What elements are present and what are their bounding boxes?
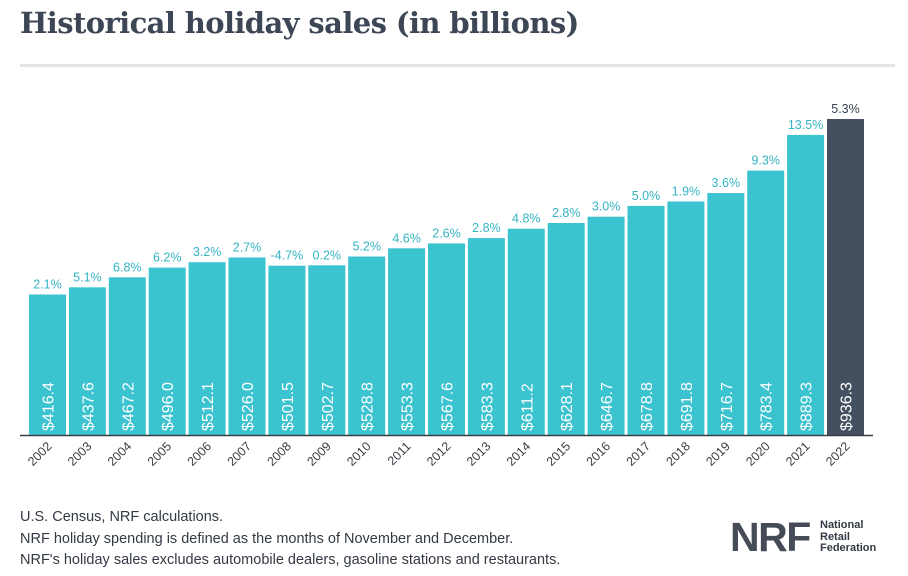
- x-tick-label: 2008: [264, 439, 294, 469]
- growth-label: 5.0%: [632, 189, 661, 203]
- bar-chart: 2.1% $416.4 2002 5.1% $437.6 2003 6.8% $467.2 20…: [20, 102, 873, 469]
- growth-label: 4.8%: [512, 212, 541, 226]
- value-label: $501.5: [280, 382, 297, 431]
- growth-label: 2.8%: [552, 206, 581, 220]
- bar: [228, 257, 266, 435]
- bar: [467, 238, 505, 435]
- x-tick-label: 2022: [823, 439, 853, 469]
- growth-label: 9.3%: [751, 154, 780, 168]
- value-label: $502.7: [320, 382, 337, 431]
- x-tick-label: 2002: [25, 439, 55, 469]
- growth-label: 3.0%: [592, 200, 621, 214]
- x-tick-label: 2007: [225, 439, 255, 469]
- growth-label: 3.6%: [712, 176, 741, 190]
- x-tick-label: 2012: [424, 439, 454, 469]
- bar: [787, 134, 825, 435]
- value-label: $553.3: [400, 382, 417, 431]
- footnotes: U.S. Census, NRF calculations. NRF holid…: [20, 507, 560, 572]
- chart-title: Historical holiday sales (in billions): [20, 6, 579, 40]
- bar: [268, 265, 306, 435]
- bar: [188, 262, 226, 435]
- growth-label: 5.1%: [73, 270, 102, 284]
- growth-label: 5.2%: [352, 240, 381, 254]
- x-tick-label: 2004: [105, 439, 135, 469]
- nrf-logo-name: National Retail Federation: [820, 519, 877, 555]
- value-label: $936.3: [839, 382, 856, 431]
- growth-label: 4.6%: [392, 231, 421, 245]
- growth-label: 5.3%: [831, 102, 860, 116]
- nrf-logo-mark: NRF: [730, 514, 811, 560]
- growth-label: 2.8%: [472, 221, 501, 235]
- x-tick-label: 2020: [743, 439, 773, 469]
- bar: [547, 223, 585, 435]
- bar: [108, 277, 146, 435]
- x-tick-label: 2011: [385, 439, 414, 468]
- footnote-definition: NRF holiday spending is defined as the m…: [20, 530, 514, 547]
- title-divider: [20, 64, 895, 67]
- value-label: $783.4: [759, 382, 776, 431]
- logo-name-line: Federation: [820, 542, 877, 554]
- x-tick-label: 2017: [624, 439, 654, 469]
- value-label: $628.1: [559, 382, 576, 431]
- x-tick-label: 2013: [464, 439, 494, 469]
- logo-name-line: National: [820, 519, 864, 531]
- growth-label: 13.5%: [788, 118, 823, 132]
- growth-label: -4.7%: [271, 249, 304, 263]
- value-label: $528.8: [360, 382, 377, 431]
- x-tick-label: 2006: [185, 439, 215, 469]
- growth-label: 6.2%: [153, 251, 182, 265]
- x-tick-label: 2005: [145, 439, 175, 469]
- x-tick-label: 2018: [663, 439, 693, 469]
- growth-label: 1.9%: [672, 185, 701, 199]
- growth-label: 2.6%: [432, 226, 461, 240]
- bar: [667, 201, 705, 435]
- x-tick-label: 2014: [504, 439, 534, 469]
- bar: [587, 216, 625, 435]
- value-label: $678.8: [639, 382, 656, 431]
- footnote-exclusions: NRF's holiday sales excludes automobile …: [20, 552, 561, 568]
- value-label: $496.0: [160, 382, 177, 431]
- x-tick-label: 2003: [65, 439, 95, 469]
- bar: [627, 205, 665, 435]
- bar: [148, 267, 186, 435]
- bar: [68, 287, 106, 435]
- value-label: $437.6: [80, 382, 97, 431]
- value-label: $526.0: [240, 382, 257, 431]
- bar: [707, 193, 745, 435]
- x-tick-label: 2016: [584, 439, 614, 469]
- growth-label: 2.1%: [33, 278, 62, 292]
- x-tick-label: 2021: [783, 439, 813, 469]
- logo-name-line: Retail: [820, 530, 850, 543]
- bar: [29, 294, 66, 435]
- footnote-source: U.S. Census, NRF calculations.: [20, 509, 224, 525]
- bar: [507, 228, 545, 435]
- value-label: $611.2: [519, 383, 536, 431]
- growth-label: 3.2%: [193, 245, 222, 259]
- x-tick-label: 2015: [544, 439, 574, 469]
- value-label: $512.1: [200, 382, 217, 431]
- value-label: $416.4: [41, 382, 58, 431]
- bar: [428, 243, 465, 435]
- value-label: $567.6: [440, 382, 457, 431]
- growth-label: 0.2%: [313, 248, 342, 262]
- bar: [308, 265, 346, 435]
- bar: [348, 256, 386, 435]
- value-label: $467.2: [120, 382, 137, 431]
- value-label: $889.3: [799, 382, 816, 431]
- x-tick-label: 2019: [703, 439, 733, 469]
- growth-label: 2.7%: [233, 241, 262, 255]
- growth-label: 6.8%: [113, 260, 142, 274]
- value-label: $716.7: [719, 382, 736, 431]
- x-tick-label: 2009: [304, 439, 334, 469]
- bar: [388, 248, 426, 435]
- x-tick-label: 2010: [344, 439, 374, 469]
- bar: [747, 170, 785, 435]
- value-label: $583.3: [479, 382, 496, 431]
- bar: [827, 119, 864, 435]
- value-label: $646.7: [599, 382, 616, 431]
- value-label: $691.8: [679, 382, 696, 431]
